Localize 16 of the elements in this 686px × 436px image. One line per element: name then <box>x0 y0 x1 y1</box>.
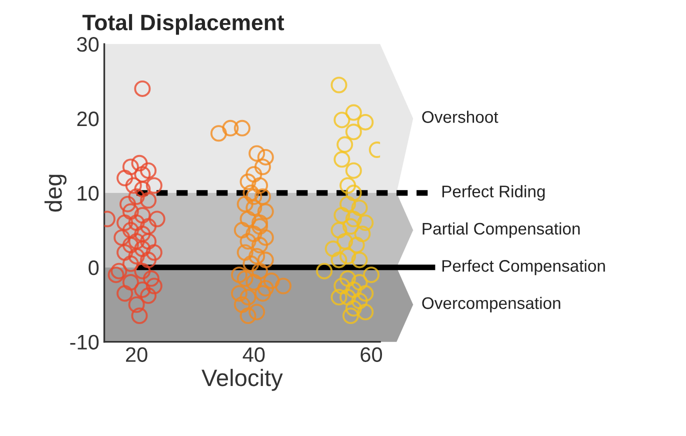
chart-title: Total Displacement <box>82 14 284 35</box>
y-tick-label: 20 <box>77 111 99 126</box>
band-label: Overshoot <box>422 110 498 123</box>
y-tick-label: 30 <box>77 37 99 52</box>
y-tick-label: -10 <box>70 334 99 350</box>
x-tick-label: 20 <box>126 347 148 362</box>
ref-line-label: Perfect Compensation <box>442 260 605 276</box>
y-axis-title: deg <box>44 174 67 212</box>
y-tick-label: 10 <box>78 186 99 201</box>
x-tick-label: 60 <box>360 347 382 362</box>
y-tick-label: 0 <box>88 260 99 276</box>
band-label: Partial Compensation <box>422 222 580 238</box>
x-tick-label: 40 <box>242 347 265 362</box>
x-axis-title: Velocity <box>202 368 283 391</box>
ref-line-label: Perfect Riding <box>442 185 545 201</box>
band-label: Overcompensation <box>422 296 560 312</box>
